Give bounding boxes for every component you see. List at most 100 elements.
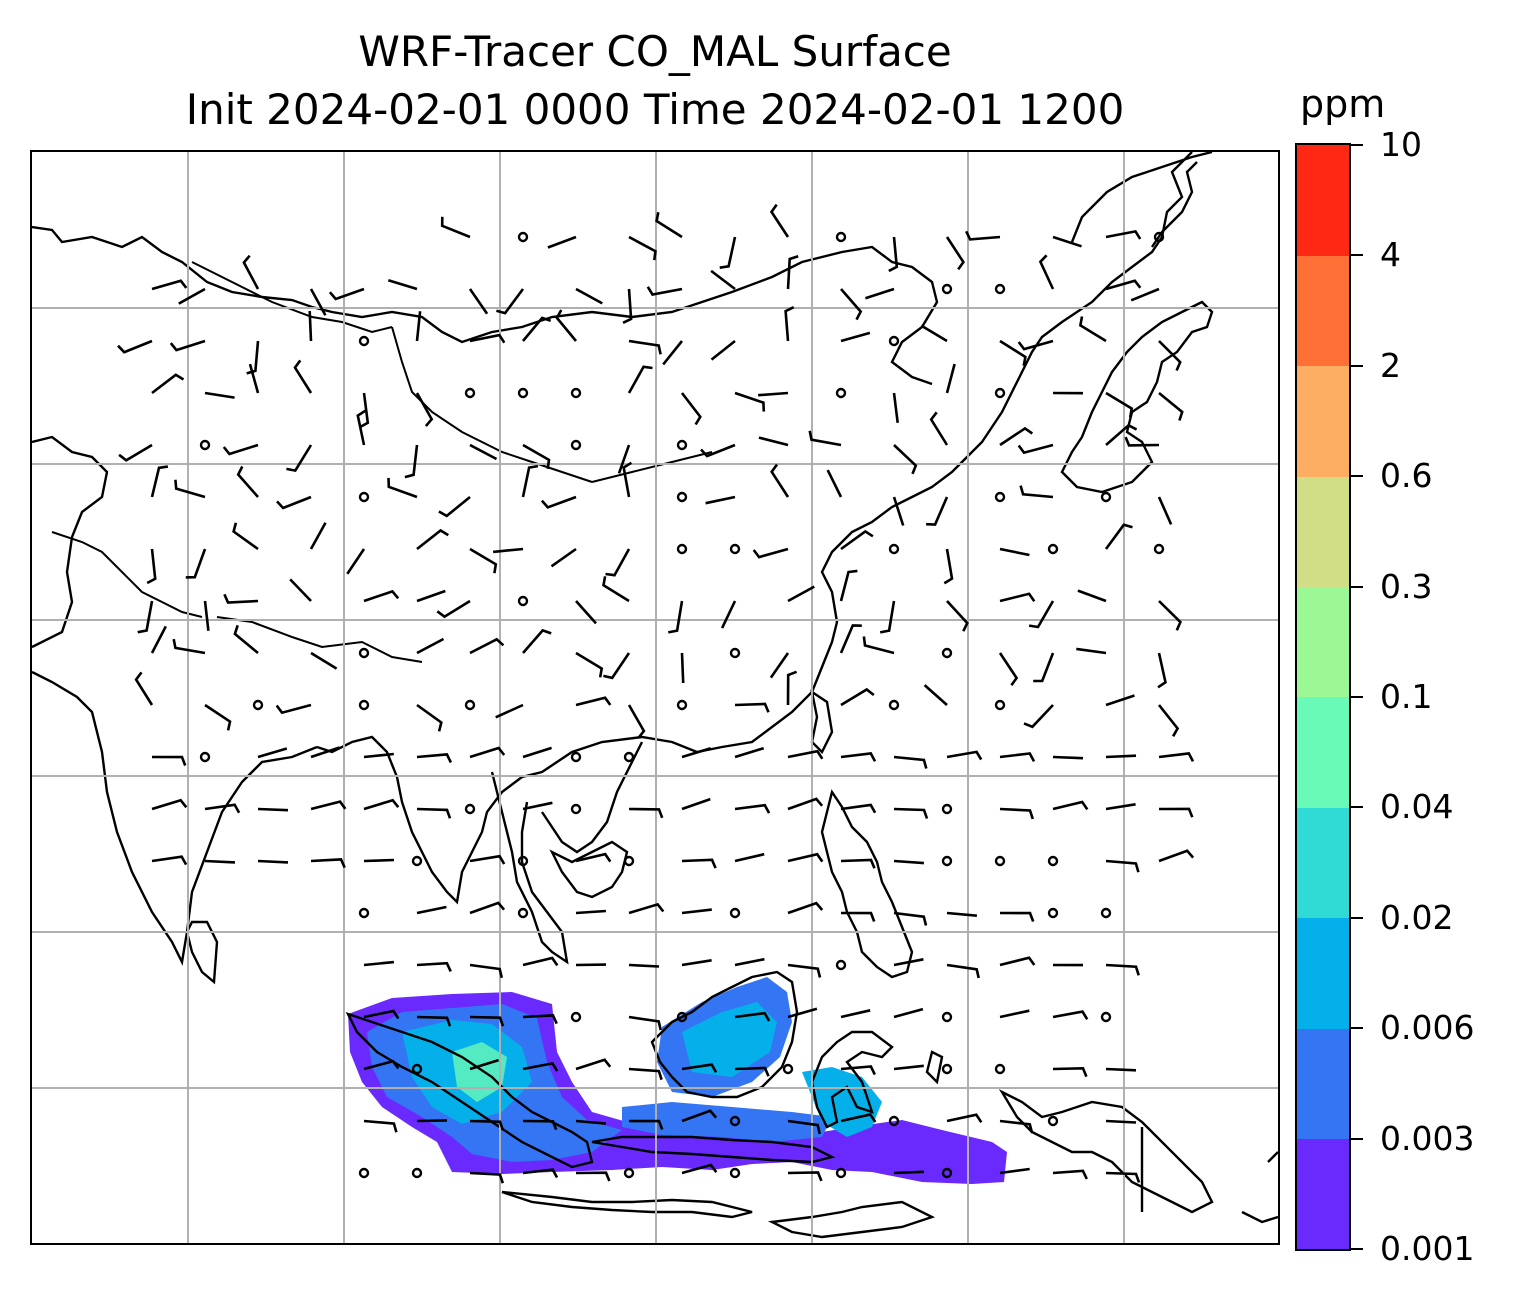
wind-barb — [628, 1015, 662, 1031]
wind-barb — [146, 548, 157, 585]
wind-barb — [309, 288, 327, 316]
wind-barb — [363, 1119, 398, 1133]
wind-barb — [137, 600, 154, 634]
wind-barb — [840, 331, 871, 343]
calm-wind-marker — [570, 439, 582, 451]
wind-barb — [310, 800, 347, 811]
wind-barb — [575, 696, 612, 707]
colorbar-segment — [1297, 365, 1349, 477]
calm-wind-marker — [941, 1167, 953, 1179]
wind-barb — [118, 443, 153, 462]
colorbar-tick-label: 4 — [1380, 235, 1401, 275]
wind-barb — [522, 801, 553, 811]
wind-barb — [787, 852, 824, 863]
wind-barb — [328, 287, 365, 301]
calm-wind-marker — [464, 803, 476, 815]
wind-barb — [1105, 754, 1137, 759]
colorbar-tick-label: 0.001 — [1380, 1229, 1475, 1268]
wind-barb — [203, 600, 210, 631]
wind-barb — [404, 444, 419, 479]
wind-barb — [787, 1007, 818, 1019]
wind-barb — [415, 392, 434, 427]
calm-wind-marker — [941, 283, 953, 295]
calm-wind-marker — [676, 1011, 688, 1023]
wind-barb — [734, 391, 766, 412]
colorbar-tick-label: 0.02 — [1380, 897, 1454, 937]
wind-barb — [839, 569, 858, 602]
wind-barb — [289, 578, 312, 602]
calm-wind-marker — [941, 1011, 953, 1023]
wind-barb — [839, 624, 862, 654]
wind-barb — [172, 638, 206, 655]
wind-barb — [416, 807, 452, 819]
wind-barb — [1105, 859, 1140, 873]
calm-wind-marker — [1047, 907, 1059, 919]
wind-barb — [999, 911, 1035, 922]
wind-barb — [622, 461, 633, 498]
colorbar-tick — [1351, 916, 1363, 919]
calm-wind-marker — [941, 647, 953, 659]
wind-barb — [363, 589, 400, 603]
colorbar-segment — [1297, 807, 1349, 919]
wind-barb — [1105, 1119, 1137, 1124]
wind-barb — [862, 636, 895, 655]
wind-barb — [468, 288, 489, 315]
wind-barb — [438, 495, 471, 518]
wind-barb — [700, 443, 736, 458]
wind-barb — [758, 391, 789, 397]
wind-barb — [628, 963, 660, 968]
calm-wind-marker — [464, 699, 476, 711]
wind-barb — [555, 309, 578, 342]
calm-wind-marker — [1100, 1011, 1112, 1023]
wind-barb — [469, 1171, 505, 1184]
wind-barb — [363, 798, 400, 811]
calm-wind-marker — [835, 959, 847, 971]
wind-barb — [681, 1063, 718, 1074]
calm-wind-marker — [464, 387, 476, 399]
calm-wind-marker — [994, 855, 1006, 867]
wind-barb — [734, 702, 770, 713]
wind-barb — [1105, 1067, 1137, 1072]
wind-barb — [893, 1170, 925, 1175]
calm-wind-marker — [517, 907, 529, 919]
calm-wind-marker — [411, 1063, 423, 1075]
wind-barb — [522, 1168, 559, 1179]
wind-barb — [1052, 1066, 1088, 1078]
wind-barb — [628, 339, 662, 355]
calm-wind-marker — [570, 1011, 582, 1023]
colorbar-segment — [1297, 697, 1349, 808]
wind-barb — [879, 600, 896, 634]
wind-barb — [204, 803, 241, 814]
wind-barb — [840, 1113, 877, 1123]
wind-barb — [734, 746, 765, 759]
wind-barb — [151, 279, 188, 291]
wind-barb — [1157, 704, 1180, 737]
calm-wind-marker — [994, 387, 1006, 399]
wind-barb — [1076, 647, 1107, 655]
wind-barb — [1158, 807, 1194, 818]
colorbar-tick — [1351, 585, 1363, 588]
wind-barb — [893, 755, 928, 769]
calm-wind-marker — [358, 335, 370, 347]
calm-wind-marker — [1100, 491, 1112, 503]
wind-barb — [1130, 287, 1160, 302]
wind-barb — [236, 465, 259, 498]
wind-barb — [808, 430, 842, 447]
wind-barb — [151, 798, 188, 811]
wind-barb — [309, 522, 327, 550]
wind-barb — [840, 803, 877, 814]
wind-barb — [893, 958, 924, 967]
wind-barb — [646, 286, 683, 296]
wind-barb — [999, 1167, 1030, 1175]
wind-barb — [1052, 1169, 1088, 1180]
wind-barb — [415, 311, 422, 342]
wind-barb — [826, 469, 843, 498]
wind-barb — [998, 652, 1019, 687]
wind-barb — [310, 746, 340, 759]
calm-wind-marker — [411, 855, 423, 867]
coastlines — [32, 152, 1278, 1239]
wind-barb — [628, 1119, 664, 1130]
calm-wind-marker — [570, 803, 582, 815]
wind-barb — [151, 855, 188, 866]
calm-wind-marker — [888, 335, 900, 347]
